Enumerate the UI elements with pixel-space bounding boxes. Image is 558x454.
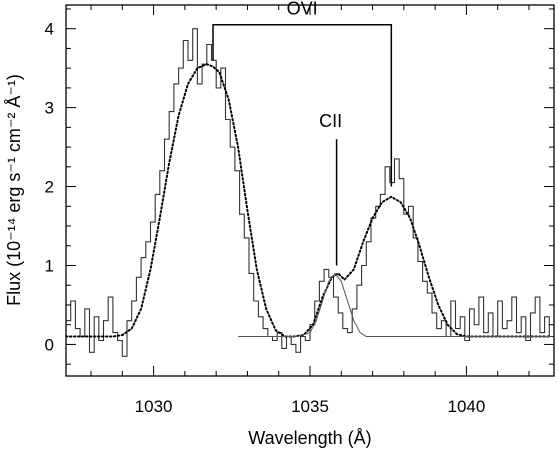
plot-marks — [66, 28, 554, 357]
plot-frame — [65, 4, 555, 377]
x-axis-label: Wavelength (Å) — [248, 428, 371, 448]
ovi-bracket — [212, 23, 393, 187]
axes: 1030 1035 1040 0 1 2 3 4 — [45, 5, 554, 416]
y-tick-label: 2 — [45, 178, 54, 197]
series-observed-spectrum — [66, 28, 554, 357]
y-tick-label: 0 — [45, 335, 54, 354]
x-tick-label: 1035 — [291, 397, 329, 416]
series-total-fit — [66, 63, 552, 338]
y-tick-label: 1 — [45, 256, 54, 275]
y-tick-label: 3 — [45, 99, 54, 118]
ovi-label: OVI — [287, 0, 318, 19]
x-tick-label: 1030 — [135, 397, 173, 416]
cii-label: CII — [319, 111, 342, 131]
y-tick-label: 4 — [45, 20, 54, 39]
x-tick-label: 1040 — [447, 397, 485, 416]
y-axis-label: Flux (10⁻¹⁴ erg s⁻¹ cm⁻² Å⁻¹) — [4, 74, 24, 306]
series-cii-component — [238, 272, 551, 337]
